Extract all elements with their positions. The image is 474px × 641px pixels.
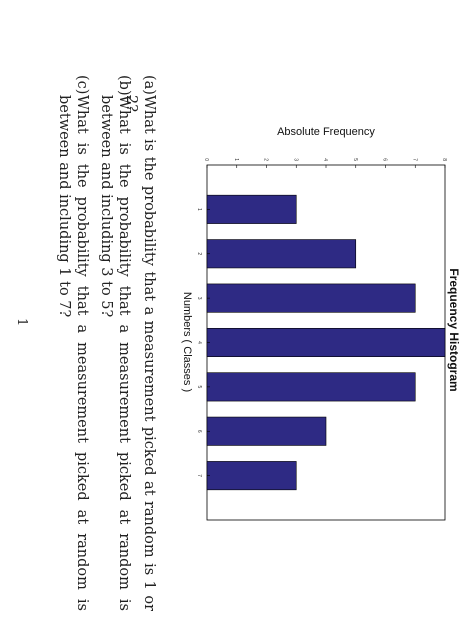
chart-title: Frequency Histogram — [447, 268, 461, 391]
question-b: (b) What is the probability that a measu… — [97, 75, 133, 611]
x-tick-label: 6 — [196, 430, 202, 433]
y-tick-label: 5 — [352, 158, 358, 161]
bar-5 — [206, 372, 416, 402]
bar-2 — [206, 239, 357, 269]
y-tick-label: 2 — [263, 158, 269, 161]
y-tick-label: 8 — [441, 158, 447, 161]
y-ticks-layer: 0 1 2 3 4 5 6 7 8 — [203, 158, 447, 168]
x-tick-label: 5 — [196, 385, 202, 388]
y-tick-label: 3 — [292, 158, 298, 161]
y-tick-label: 0 — [203, 158, 209, 161]
y-tick-label: 4 — [322, 158, 328, 161]
bars-layer — [206, 194, 446, 491]
page-number: 1 — [14, 318, 29, 327]
bar-7 — [206, 461, 297, 491]
x-tick-label: 3 — [196, 297, 202, 300]
question-c: (c) What is the probability that a measu… — [55, 75, 91, 611]
x-tick-label: 2 — [196, 252, 202, 255]
y-tick-label: 6 — [382, 158, 388, 161]
x-ticks-layer: 1 2 3 4 5 6 7 — [196, 208, 210, 477]
y-tick-label: 1 — [233, 158, 239, 161]
x-tick-label: 4 — [196, 341, 202, 344]
question-b-label: (b) — [116, 75, 132, 96]
bar-4 — [206, 327, 446, 357]
bar-6 — [206, 416, 327, 446]
x-tick-label: 7 — [196, 474, 202, 477]
bar-1 — [206, 194, 297, 224]
question-c-text: What is the probability that a measureme… — [56, 95, 90, 611]
x-axis-label: Numbers ( Classes ) — [181, 292, 193, 392]
histogram-chart: Frequency Histogram 1 2 3 4 5 6 7 0 1 2 3 4 5 6 7 8 Nu… — [181, 126, 461, 521]
question-a-label: (a) — [141, 75, 157, 95]
x-tick-label: 1 — [196, 208, 202, 211]
y-tick-label: 7 — [411, 158, 417, 161]
question-c-label: (c) — [74, 75, 90, 95]
y-axis-label: Absolute Frequency — [277, 126, 375, 138]
question-b-text: What is the probability that a measureme… — [98, 95, 132, 611]
bar-3 — [206, 283, 416, 313]
